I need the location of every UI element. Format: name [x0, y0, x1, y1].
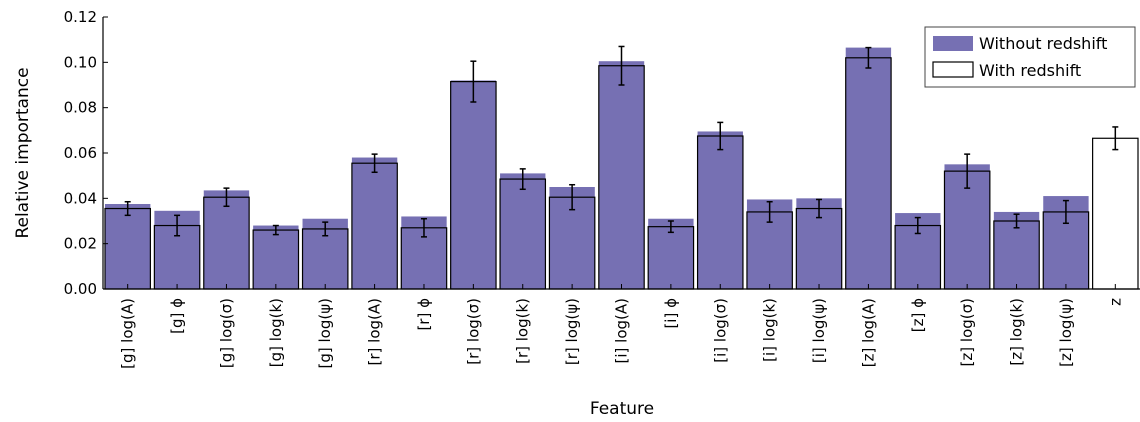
- y-axis-title: Relative importance: [13, 67, 33, 238]
- x-tick-label-18: [z] log(k): [1008, 298, 1026, 366]
- error-bar-6: [420, 217, 427, 238]
- legend-swatch-without-redshift: [933, 36, 973, 51]
- error-bar-11: [667, 220, 674, 234]
- x-tick-label-12: [i] log(σ): [711, 298, 729, 363]
- bar-without-redshift-15: [845, 47, 892, 289]
- error-bar-8: [519, 168, 526, 191]
- bar-without-redshift-10: [598, 61, 645, 290]
- x-tick-label-16: [z] ϕ: [909, 298, 927, 332]
- error-bar-9: [569, 183, 576, 211]
- error-bar-5: [371, 153, 378, 174]
- bar-without-redshift-5: [351, 157, 398, 289]
- x-tick-label-3: [g] log(k): [267, 298, 285, 367]
- legend: Without redshift With redshift: [924, 26, 1136, 88]
- error-bar-16: [914, 216, 921, 235]
- x-tick-label-0: [g] log(A): [119, 298, 137, 369]
- x-tick-label-17: [z] log(σ): [958, 298, 976, 366]
- y-tick-label-0: 0.00: [64, 280, 97, 298]
- x-axis-title: Feature: [590, 399, 654, 418]
- y-tick-label-2: 0.04: [64, 189, 97, 207]
- x-tick-label-4: [g] log(ψ): [316, 298, 334, 368]
- x-tick-label-20: z: [1106, 298, 1124, 306]
- x-tick-label-2: [g] log(σ): [217, 298, 235, 368]
- bar-without-redshift-7: [450, 80, 497, 289]
- error-bars: [124, 45, 1119, 238]
- error-bar-13: [766, 200, 773, 223]
- error-bar-0: [124, 200, 131, 217]
- bar-without-redshift-12: [697, 131, 743, 289]
- y-tick-label-1: 0.02: [64, 235, 97, 253]
- x-tick-label-15: [z] log(A): [859, 298, 877, 367]
- y-tick-label-5: 0.10: [64, 53, 97, 71]
- error-bar-18: [1013, 213, 1020, 229]
- bar-without-redshift-3: [253, 225, 299, 289]
- bar-without-redshift-0: [105, 204, 151, 289]
- y-tick-label-4: 0.08: [64, 99, 97, 117]
- x-tick-label-19: [z] log(ψ): [1057, 298, 1075, 367]
- legend-swatch-with-redshift: [932, 61, 974, 78]
- x-tick-label-7: [r] log(σ): [464, 298, 482, 365]
- bar-with-redshift-20: [1092, 137, 1139, 290]
- error-bar-2: [223, 187, 230, 208]
- y-tick-label-3: 0.06: [64, 144, 97, 162]
- x-tick-label-10: [i] log(A): [613, 298, 631, 363]
- axes: 0.00 0.02 0.04 0.06 0.08 0.10 0.12 [g] log(A) [g…: [64, 8, 1140, 369]
- bar-without-redshift-8: [500, 173, 546, 289]
- error-bar-1: [174, 214, 181, 237]
- x-tick-label-14: [i] log(ψ): [810, 298, 828, 363]
- error-bar-20: [1112, 126, 1119, 151]
- without-redshift-bars: [105, 47, 1089, 290]
- legend-label-without-redshift: Without redshift: [979, 34, 1107, 53]
- x-tick-label-6: [r] ϕ: [415, 298, 433, 331]
- error-bar-15: [865, 46, 872, 69]
- error-bar-10: [618, 45, 625, 86]
- x-tick-label-13: [i] log(k): [761, 298, 779, 362]
- error-bar-12: [717, 121, 724, 151]
- x-tick-label-8: [r] log(k): [514, 298, 532, 364]
- error-bar-19: [1062, 199, 1069, 225]
- y-tick-label-6: 0.12: [64, 8, 97, 26]
- error-bar-14: [816, 198, 823, 219]
- error-bar-7: [470, 60, 477, 103]
- x-tick-label-5: [r] log(A): [366, 298, 384, 365]
- error-bar-3: [272, 224, 279, 236]
- x-tick-label-9: [r] log(ψ): [563, 298, 581, 365]
- x-tick-label-1: [g] ϕ: [168, 298, 186, 334]
- x-tick-label-11: [i] ϕ: [662, 298, 680, 329]
- legend-label-with-redshift: With redshift: [979, 61, 1081, 80]
- error-bar-17: [964, 153, 971, 189]
- error-bar-4: [322, 221, 329, 237]
